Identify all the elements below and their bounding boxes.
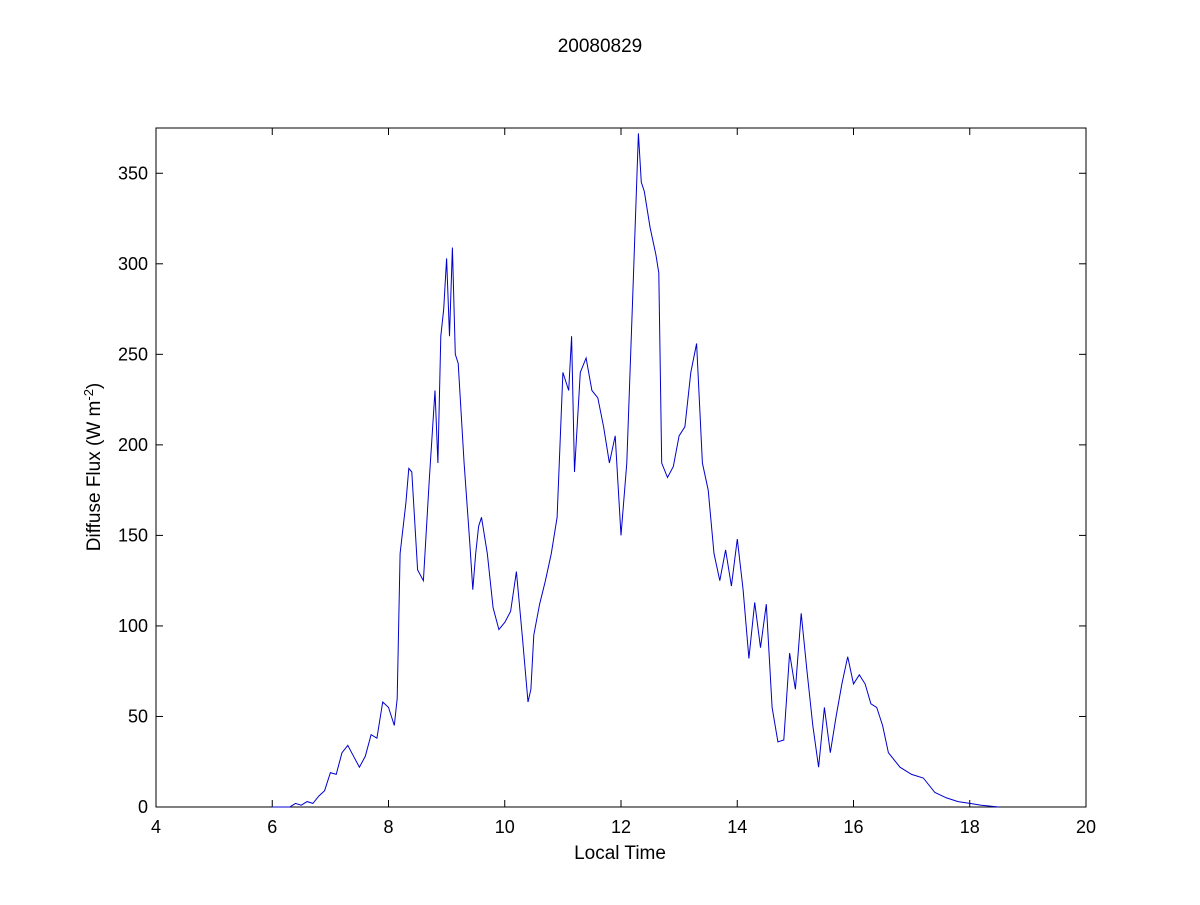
y-tick-label: 150 (118, 525, 148, 545)
x-tick-label: 10 (495, 817, 515, 837)
y-axis-label-prefix: Diffuse Flux (W m (84, 401, 105, 552)
series-line-diffuse-flux (272, 133, 999, 808)
x-tick-label: 20 (1076, 817, 1096, 837)
y-tick-label: 200 (118, 435, 148, 455)
x-tick-label: 12 (611, 817, 631, 837)
y-axis-label: Diffuse Flux (W m-2) (81, 383, 105, 552)
y-axis: 0 50 100 150 200 250 300 350 (118, 163, 1086, 817)
x-axis: 4 6 8 10 12 14 16 18 20 (151, 128, 1096, 837)
x-axis-label: Local Time (574, 843, 666, 864)
x-tick-label: 16 (843, 817, 863, 837)
plot-area (155, 127, 1087, 808)
y-axis-label-suffix: ) (84, 383, 105, 389)
y-tick-label: 0 (138, 797, 148, 817)
x-tick-label: 14 (727, 817, 747, 837)
y-tick-label: 100 (118, 616, 148, 636)
y-tick-label: 50 (128, 706, 148, 726)
y-tick-label: 250 (118, 344, 148, 364)
y-tick-label: 300 (118, 254, 148, 274)
x-tick-label: 4 (151, 817, 161, 837)
x-tick-label: 18 (960, 817, 980, 837)
x-tick-label: 8 (383, 817, 393, 837)
y-tick-label: 350 (118, 163, 148, 183)
x-tick-label: 6 (267, 817, 277, 837)
chart-title: 20080829 (558, 36, 643, 57)
y-axis-label-superscript: -2 (81, 389, 96, 401)
